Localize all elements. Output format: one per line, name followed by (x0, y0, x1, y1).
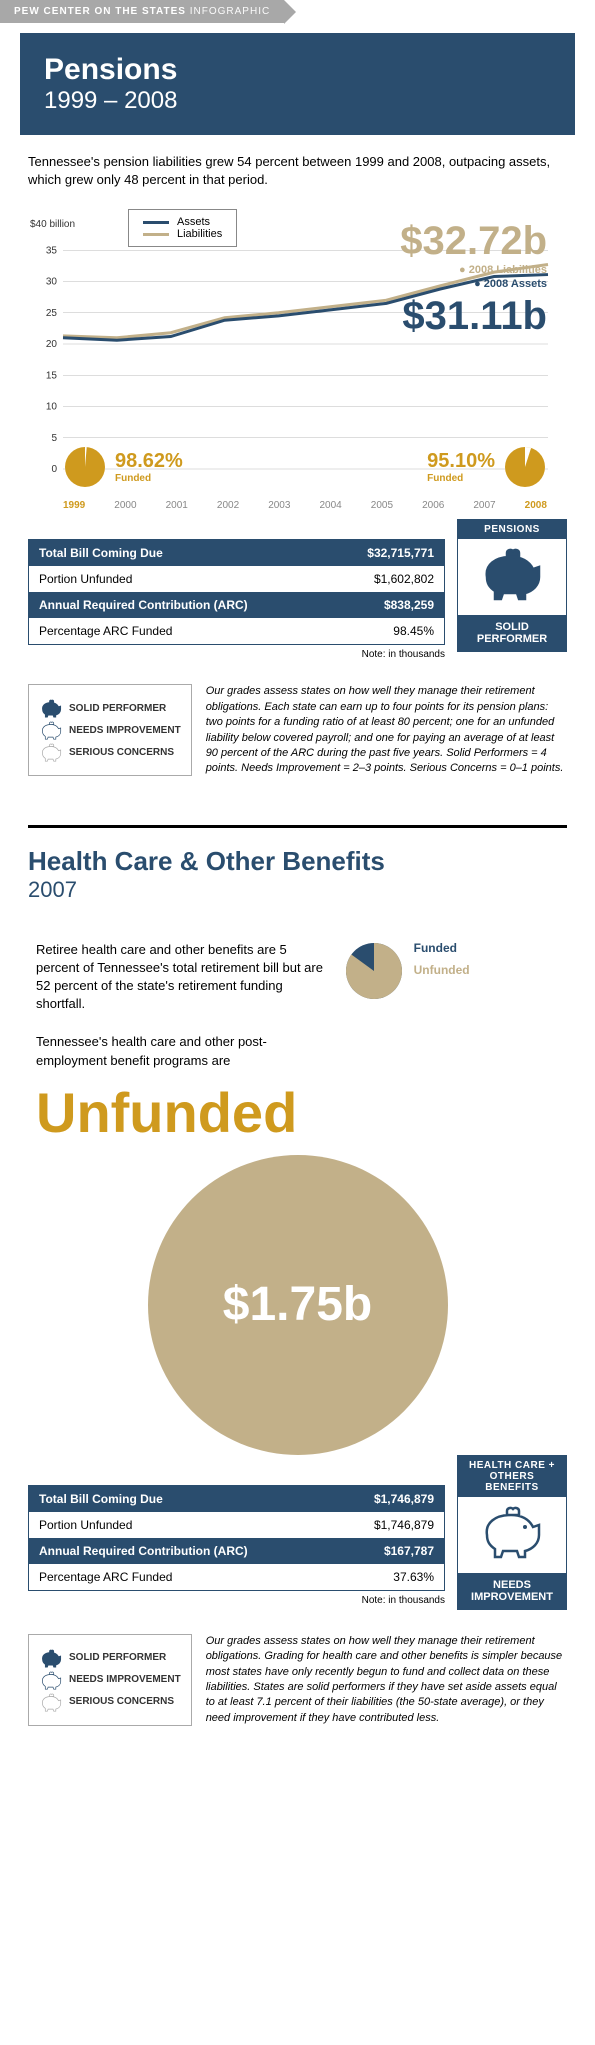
grade-c: SERIOUS CONCERNS (69, 747, 174, 758)
svg-text:15: 15 (46, 371, 58, 382)
pig-outline-icon (477, 1505, 547, 1560)
grade-legend-2: SOLID PERFORMER NEEDS IMPROVEMENT SERIOU… (28, 1634, 192, 1726)
unfunded-word: Unfunded (28, 1080, 567, 1145)
table-row: Annual Required Contribution (ARC)$167,7… (29, 1538, 444, 1564)
pie-1999-pct: 98.62% (115, 450, 183, 473)
hc-note: Note: in thousands (28, 1595, 445, 1606)
liab-label: 2008 Liabilities (469, 264, 547, 276)
badge-label: SOLID PERFORMER (458, 615, 566, 651)
pensions-explain: Our grades assess states on how well the… (206, 684, 567, 776)
assets-label: 2008 Assets (484, 278, 547, 290)
table-row: Percentage ARC Funded37.63% (29, 1564, 444, 1590)
hc-badge-label: NEEDS IMPROVEMENT (458, 1573, 566, 1609)
year-label: 2000 (114, 500, 136, 511)
intro-text: Tennessee's pension liabilities grew 54 … (28, 153, 567, 189)
hc-pie-icon (344, 941, 404, 1001)
hc-explain: Our grades assess states on how well the… (206, 1634, 567, 1726)
line-chart: $40 billion 35 30 25 20 15 10 5 0 Assets Liabili… (28, 209, 567, 529)
hc-year: 2007 (28, 877, 567, 903)
header: Pensions 1999 – 2008 (20, 33, 575, 135)
years-axis: 1999 2000 2001 2002 2003 2004 2005 2006 2007 2008 (63, 500, 547, 511)
pensions-table: Total Bill Coming Due$32,715,771Portion … (28, 539, 445, 645)
pig-serious-icon (39, 1693, 63, 1711)
svg-text:35: 35 (46, 246, 58, 257)
grade-b2: NEEDS IMPROVEMENT (69, 1674, 181, 1685)
dot-a: ● (474, 278, 481, 290)
pig-serious-icon (39, 743, 63, 761)
year-label: 2005 (371, 500, 393, 511)
legend-liab: Liabilities (177, 228, 222, 240)
svg-text:25: 25 (46, 308, 58, 319)
pie-row: 98.62% Funded 95.10% Funded (63, 445, 547, 489)
svg-text:0: 0 (51, 464, 57, 475)
pie-2008-pct: 95.10% (427, 450, 495, 473)
grade-a: SOLID PERFORMER (69, 703, 166, 714)
pig-needs-icon (39, 1671, 63, 1689)
svg-text:10: 10 (46, 402, 58, 413)
pensions-note: Note: in thousands (28, 649, 445, 660)
pig-needs-icon (39, 721, 63, 739)
legend-assets: Assets (177, 216, 210, 228)
table-row: Total Bill Coming Due$1,746,879 (29, 1486, 444, 1512)
year-label: 2002 (217, 500, 239, 511)
year-label: 2007 (473, 500, 495, 511)
grade-a2: SOLID PERFORMER (69, 1652, 166, 1663)
svg-text:30: 30 (46, 277, 58, 288)
tag-bold: PEW CENTER ON THE STATES (14, 6, 186, 17)
hc-para1: Retiree health care and other benefits a… (36, 941, 324, 1014)
dot-l: ● (459, 264, 466, 276)
hc-title: Health Care & Other Benefits (28, 846, 567, 877)
grade-c2: SERIOUS CONCERNS (69, 1696, 174, 1707)
year-label: 2003 (268, 500, 290, 511)
hc-table: Total Bill Coming Due$1,746,879Portion U… (28, 1485, 445, 1591)
year-label: 1999 (63, 500, 85, 511)
pig-icon (477, 547, 547, 602)
year-label: 2001 (166, 500, 188, 511)
source-tag: PEW CENTER ON THE STATES INFOGRAPHIC (0, 0, 284, 23)
pie-2008-icon (503, 445, 547, 489)
pie-2008-sub: Funded (427, 473, 495, 484)
hc-amount: $1.75b (223, 1277, 372, 1332)
page-title: Pensions (44, 53, 551, 87)
svg-text:$40 billion: $40 billion (30, 219, 75, 230)
pig-solid-icon (39, 1649, 63, 1667)
hc-amount-circle: $1.75b (148, 1155, 448, 1455)
table-row: Total Bill Coming Due$32,715,771 (29, 540, 444, 566)
hc-para2: Tennessee's health care and other post-e… (28, 1033, 298, 1069)
liab-callout: $32.72b (400, 219, 547, 264)
pig-solid-icon (39, 699, 63, 717)
pie-1999-sub: Funded (115, 473, 183, 484)
year-label: 2008 (525, 500, 547, 511)
table-row: Annual Required Contribution (ARC)$838,2… (29, 592, 444, 618)
table-row: Portion Unfunded$1,746,879 (29, 1512, 444, 1538)
table-row: Percentage ARC Funded98.45% (29, 618, 444, 644)
pie-1999-icon (63, 445, 107, 489)
chart-legend: Assets Liabilities (128, 209, 237, 247)
year-label: 2006 (422, 500, 444, 511)
grade-legend: SOLID PERFORMER NEEDS IMPROVEMENT SERIOU… (28, 684, 192, 776)
svg-text:5: 5 (51, 433, 57, 444)
svg-text:20: 20 (46, 339, 58, 350)
hc-badge-top: HEALTH CARE + OTHERS BENEFITS (458, 1456, 566, 1497)
page-years: 1999 – 2008 (44, 87, 551, 115)
tag-light: INFOGRAPHIC (190, 6, 270, 17)
hc-legend-funded: Funded (414, 941, 470, 955)
assets-callout: $31.11b (402, 294, 547, 339)
hc-legend-unfunded: Unfunded (414, 963, 470, 977)
hc-badge: HEALTH CARE + OTHERS BENEFITS NEEDS IMPR… (457, 1455, 567, 1610)
pensions-badge: PENSIONS SOLID PERFORMER (457, 519, 567, 652)
grade-b: NEEDS IMPROVEMENT (69, 725, 181, 736)
year-label: 2004 (319, 500, 341, 511)
table-row: Portion Unfunded$1,602,802 (29, 566, 444, 592)
